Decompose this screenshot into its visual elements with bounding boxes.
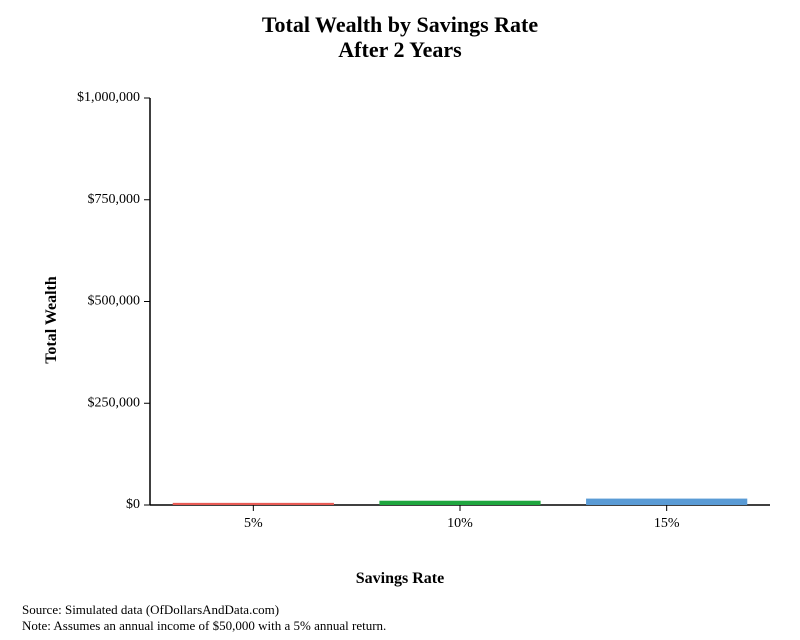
plot-area: $0$250,000$500,000$750,000$1,000,0005%10… bbox=[150, 78, 770, 533]
footer-note: Note: Assumes an annual income of $50,00… bbox=[22, 618, 386, 634]
chart-svg: $0$250,000$500,000$750,000$1,000,0005%10… bbox=[150, 78, 770, 533]
x-axis-label: Savings Rate bbox=[0, 570, 800, 588]
x-tick-label: 15% bbox=[654, 516, 680, 531]
chart-title-line1: Total Wealth by Savings Rate bbox=[262, 12, 538, 37]
chart-footer: Source: Simulated data (OfDollarsAndData… bbox=[22, 602, 386, 635]
y-axis-label: Total Wealth bbox=[43, 276, 61, 364]
y-tick-label: $1,000,000 bbox=[77, 90, 140, 105]
chart-title-line2: After 2 Years bbox=[338, 37, 461, 62]
bar-15% bbox=[586, 499, 747, 505]
x-tick-label: 10% bbox=[447, 516, 473, 531]
y-tick-label: $750,000 bbox=[88, 192, 141, 207]
bar-10% bbox=[379, 501, 540, 505]
y-tick-label: $0 bbox=[126, 497, 140, 512]
y-tick-label: $500,000 bbox=[88, 294, 141, 309]
x-tick-label: 5% bbox=[244, 516, 263, 531]
chart-title: Total Wealth by Savings Rate After 2 Yea… bbox=[0, 12, 800, 63]
chart-container: Total Wealth by Savings Rate After 2 Yea… bbox=[0, 0, 800, 640]
bar-5% bbox=[173, 503, 334, 505]
footer-source: Source: Simulated data (OfDollarsAndData… bbox=[22, 602, 386, 618]
y-tick-label: $250,000 bbox=[88, 395, 141, 410]
